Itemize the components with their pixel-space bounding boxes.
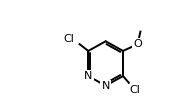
Text: O: O xyxy=(133,39,142,49)
Text: Cl: Cl xyxy=(129,85,140,95)
Text: N: N xyxy=(102,81,110,91)
Text: N: N xyxy=(84,71,93,81)
Text: Cl: Cl xyxy=(64,34,74,44)
